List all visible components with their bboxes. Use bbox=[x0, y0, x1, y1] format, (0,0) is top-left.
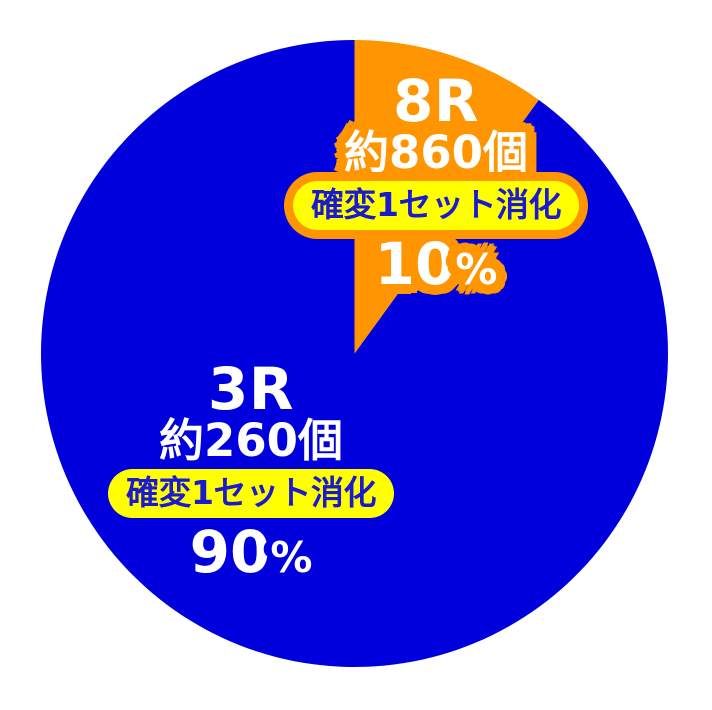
slice-8r-percent: 10% bbox=[276, 233, 596, 295]
slice-8r-badge-row: 確変1セット消化 bbox=[276, 177, 596, 233]
slice-8r-percent-sign: % bbox=[455, 244, 498, 294]
slice-8r-percent-number: 10 bbox=[374, 229, 456, 298]
slice-3r-rounds: 3R bbox=[207, 355, 295, 423]
slice-3r-percent: 90% bbox=[86, 521, 416, 583]
slice-8r-rounds: 8R bbox=[392, 67, 480, 135]
slice-3r-percent-sign: % bbox=[270, 532, 313, 582]
slice-3r-percent-number: 90 bbox=[189, 517, 271, 586]
slice-label-3r: 3R 約260個 確変1セット消化 90% bbox=[86, 355, 416, 583]
slice-3r-ball-count: 約260個 bbox=[159, 414, 343, 468]
slice-8r-badge: 確変1セット消化 bbox=[293, 180, 579, 230]
slice-8r-ball-count: 約860個 bbox=[344, 126, 528, 180]
slice-label-8r: 8R 約860個 確変1セット消化 10% bbox=[276, 67, 596, 295]
slice-3r-badge-row: 確変1セット消化 bbox=[86, 465, 416, 521]
slice-3r-badge: 確変1セット消化 bbox=[108, 468, 394, 518]
